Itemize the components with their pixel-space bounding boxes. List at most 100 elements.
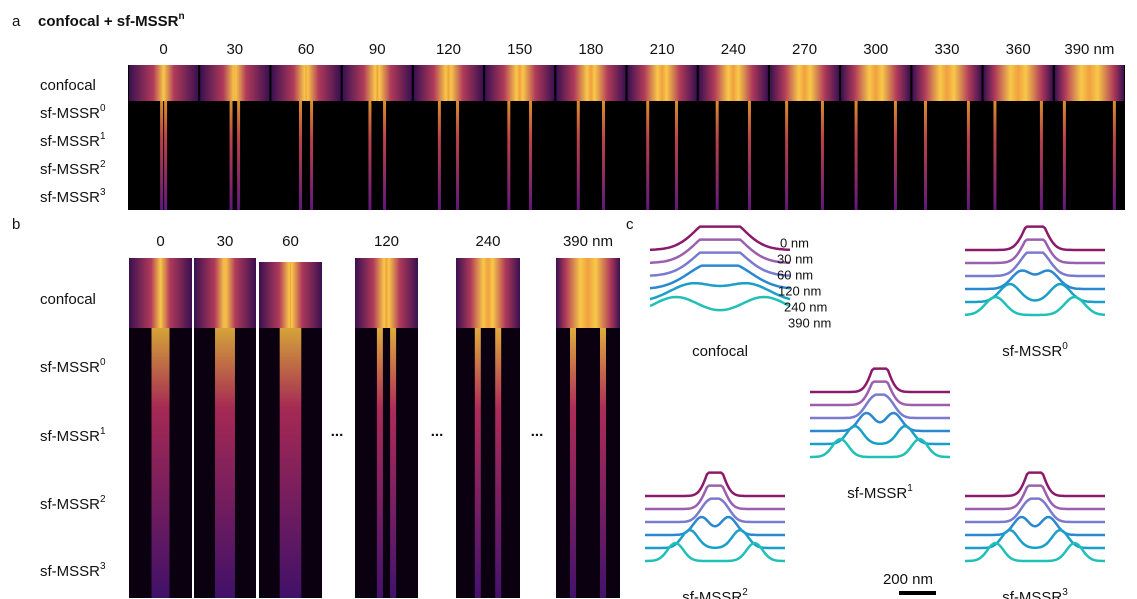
profile-curve — [965, 541, 1105, 563]
profile-curve — [810, 367, 950, 394]
confocal-tile — [129, 258, 192, 328]
column-label: 120 — [436, 41, 461, 58]
column-label: 210 — [650, 41, 675, 58]
profile-curve — [649, 225, 791, 252]
legend-label: 240 nm — [784, 299, 827, 314]
column-label: 30 — [217, 233, 234, 250]
profile-curve — [965, 225, 1105, 252]
confocal-tile — [355, 258, 418, 328]
row-label: sf-MSSR0 — [1002, 341, 1068, 360]
line-structure — [507, 101, 511, 210]
column-label: 240 — [475, 233, 500, 250]
profile-curve — [965, 528, 1105, 550]
profile-curve — [645, 497, 785, 524]
profile-curve — [965, 515, 1105, 537]
line-structure — [160, 101, 164, 210]
line-structure — [383, 101, 387, 210]
sr-tile — [456, 328, 520, 598]
column-label: 180 — [578, 41, 603, 58]
panel-b: 0 30 60 120 240 390 nm...... ... confocal sf-MSS… — [40, 233, 620, 598]
line-structure — [966, 101, 970, 210]
confocal-tile — [556, 258, 620, 328]
panel-a: 0 30 60 90 120 150 180 210 240 270 300 330 360 390 nm… — [40, 41, 1125, 210]
confocal-tile — [912, 65, 982, 101]
confocal-tile — [769, 65, 840, 101]
line-structure — [1039, 101, 1043, 210]
line-structure — [437, 101, 441, 210]
line-structure — [229, 101, 233, 210]
line-structure — [674, 101, 678, 210]
row-label: sf-MSSR0 — [40, 357, 106, 376]
line-structure — [747, 101, 751, 210]
row-label: sf-MSSR2 — [40, 159, 106, 178]
row-label: sf-MSSR0 — [40, 103, 106, 122]
confocal-tile — [556, 65, 626, 101]
line-structure — [237, 101, 241, 210]
profile-curve — [965, 238, 1105, 265]
column-label: 240 — [721, 41, 746, 58]
column-label: 300 — [863, 41, 888, 58]
line-structure — [215, 328, 235, 598]
profile-curve — [810, 411, 950, 433]
profile-curve — [965, 471, 1105, 498]
confocal-tile — [485, 65, 555, 101]
line-structure — [495, 328, 502, 598]
confocal-tile — [259, 262, 322, 332]
panel-label: b — [12, 216, 20, 233]
row-label: sf-MSSR1 — [847, 483, 913, 502]
confocal-tile — [983, 65, 1053, 101]
column-label: 150 — [507, 41, 532, 58]
confocal-tile — [841, 65, 911, 101]
panel-label: c — [626, 216, 634, 233]
profile-curve — [650, 238, 790, 264]
line-structure — [893, 101, 897, 210]
row-label: confocal — [692, 343, 748, 360]
confocal-tile — [194, 258, 256, 328]
row-label: sf-MSSR3 — [40, 561, 106, 580]
profile-curve — [645, 528, 785, 550]
line-structure — [279, 328, 302, 598]
row-label: confocal — [40, 291, 96, 308]
column-label: 0 — [159, 41, 167, 58]
line-structure — [151, 328, 170, 598]
profile-curve — [649, 251, 791, 277]
line-structure — [570, 328, 576, 598]
confocal-tile — [342, 65, 412, 101]
row-label: sf-MSSR1 — [40, 131, 106, 150]
column-label: 390 nm — [563, 233, 613, 250]
row-label: sf-MSSR3 — [1002, 587, 1068, 599]
legend-label: 120 nm — [778, 283, 821, 298]
profile-curve — [810, 393, 950, 420]
confocal-tile — [456, 258, 520, 328]
profile-curve — [645, 515, 785, 537]
row-label: sf-MSSR2 — [40, 494, 106, 513]
row-label: sf-MSSR1 — [40, 426, 106, 445]
row-label: sf-MSSR2 — [682, 587, 748, 599]
legend-label: 0 nm — [780, 235, 809, 250]
profile-curve — [965, 484, 1105, 511]
line-structure — [993, 101, 997, 210]
profile-curve — [965, 269, 1105, 291]
scale-bar — [899, 591, 936, 595]
line-structure — [576, 101, 580, 210]
confocal-tile — [413, 65, 484, 101]
line-structure — [474, 328, 481, 598]
line-structure — [785, 101, 789, 210]
line-structure — [310, 101, 314, 210]
confocal-tile — [271, 65, 341, 101]
line-structure — [1112, 101, 1116, 210]
ellipsis: ... — [331, 423, 344, 440]
profile-curve — [810, 380, 950, 407]
row-label: confocal — [40, 77, 96, 94]
sr-tile — [355, 328, 418, 598]
profile-curve — [645, 541, 785, 563]
confocal-tile — [129, 65, 199, 101]
column-label: 60 — [282, 233, 299, 250]
profile-curve — [965, 282, 1105, 304]
profile-curve — [810, 424, 950, 446]
column-label: 60 — [298, 41, 315, 58]
ellipsis: ... — [431, 423, 444, 440]
line-structure — [456, 101, 460, 210]
column-label: 390 nm — [1064, 41, 1114, 58]
